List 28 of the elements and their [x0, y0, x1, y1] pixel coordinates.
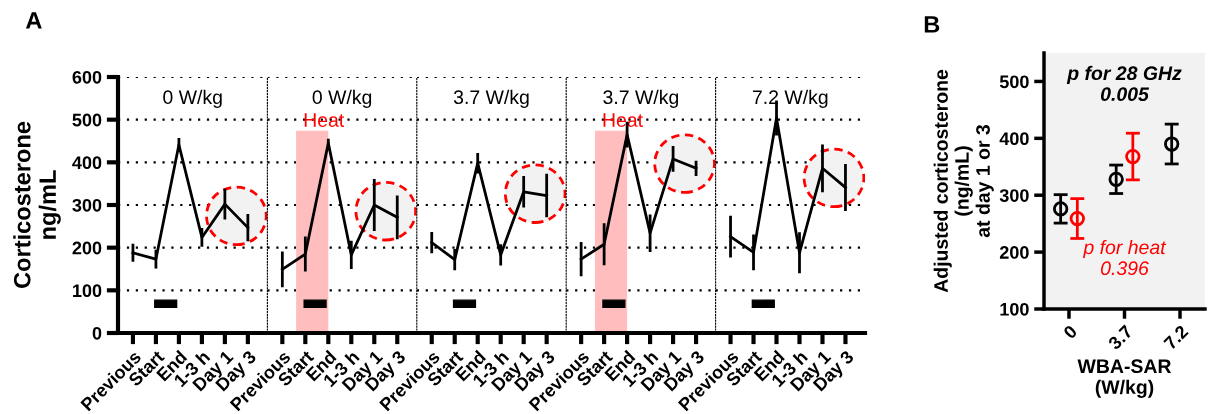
- y-tick-label: 400: [999, 132, 1029, 146]
- x-tick-label: 7.2: [1163, 324, 1189, 351]
- text: 0 W/kg: [312, 89, 372, 108]
- band-label: Heat: [304, 113, 345, 127]
- y-tick-label: 300: [72, 198, 102, 212]
- y-tick-label: 500: [72, 113, 102, 127]
- text: 0 W/kg: [163, 89, 222, 108]
- text: 3.7 W/kg: [603, 89, 679, 108]
- x-axis-title: WBA-SAR (W/kg): [1077, 359, 1172, 398]
- x-tick-label: 3.7: [1107, 324, 1134, 351]
- annotation: p for heat 0.396: [1082, 239, 1167, 276]
- y-tick-label: 600: [72, 70, 102, 84]
- text: 3.7 W/kg: [453, 89, 529, 108]
- y-axis-title: Adjusted corticosterone (ng/mL) at day 1 or 3: [933, 69, 994, 293]
- text: A: [25, 12, 42, 29]
- y-tick-label: 500: [999, 75, 1029, 89]
- y-tick-label: 200: [999, 246, 1029, 259]
- y-tick-label: 100: [1000, 302, 1029, 316]
- y-axis-title: Corticosterone ng/mL: [13, 121, 61, 288]
- text: 7.2 W/kg: [752, 89, 828, 108]
- y-tick-label: 200: [72, 241, 102, 255]
- x-tick-label: 0: [1062, 324, 1078, 340]
- annotation: p for 28 GHz 0.005: [1066, 65, 1182, 102]
- y-tick-label: 400: [72, 156, 102, 170]
- text: B: [924, 16, 940, 33]
- y-tick-label: 300: [999, 189, 1029, 202]
- y-tick-label: 100: [73, 284, 102, 298]
- band-label: Heat: [603, 113, 643, 127]
